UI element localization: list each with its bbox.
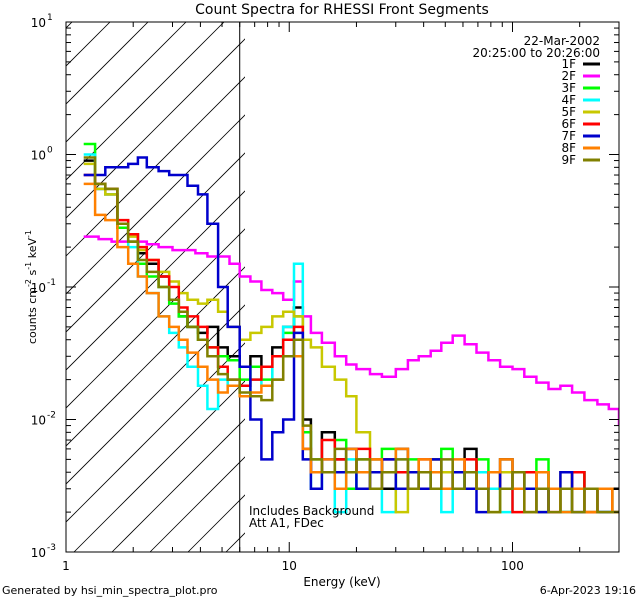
y-tick-label: 10 xyxy=(31,16,46,30)
legend-label-4F: 4F xyxy=(561,93,576,107)
x-tick-label: 100 xyxy=(501,559,524,573)
chart-title: Count Spectra for RHESSI Front Segments xyxy=(195,2,489,18)
legend-label-8F: 8F xyxy=(561,141,576,155)
time-range-label: 20:25:00 to 20:26:00 xyxy=(473,46,600,60)
y-tick-exponent: -3 xyxy=(47,543,56,553)
annotation-line-1: Includes Background xyxy=(249,504,374,518)
y-tick-label: 10 xyxy=(31,546,46,560)
hatch-line xyxy=(66,22,149,105)
y-tick-label: 10 xyxy=(31,281,46,295)
legend-label-6F: 6F xyxy=(561,117,576,131)
hatch-line xyxy=(66,190,245,371)
series-line-2F xyxy=(83,235,619,426)
series-line-9F xyxy=(83,156,619,514)
hatch-line xyxy=(66,304,245,485)
legend-label-9F: 9F xyxy=(561,153,576,167)
hatch-line xyxy=(66,22,225,181)
legend-label-3F: 3F xyxy=(561,81,576,95)
hatch-line xyxy=(66,228,245,409)
y-label-text-1: counts cm xyxy=(26,287,39,344)
y-tick-exponent: 0 xyxy=(47,146,53,156)
y-label-text-2: s xyxy=(26,269,39,278)
hatch-line xyxy=(66,22,111,67)
y-tick-exponent: -2 xyxy=(47,411,56,421)
x-tick-label: 10 xyxy=(282,559,297,573)
y-label-exp-1: -2 xyxy=(24,279,33,287)
hatch-line xyxy=(66,342,245,523)
y-label-exp-2: -1 xyxy=(24,262,33,270)
hatch-line xyxy=(66,38,245,219)
y-tick-exponent: -1 xyxy=(47,278,56,288)
timestamp-label: 6-Apr-2023 19:16 xyxy=(540,584,636,597)
legend-label-7F: 7F xyxy=(561,129,576,143)
y-label-text-3: keV xyxy=(26,238,39,262)
y-axis-label: counts cm-2 s-1 keV-1 xyxy=(24,230,39,344)
legend-label-1F: 1F xyxy=(561,57,576,71)
legend-label-5F: 5F xyxy=(561,105,576,119)
y-tick-exponent: 1 xyxy=(47,13,53,23)
hatch-line xyxy=(66,22,187,143)
hatch-line xyxy=(111,418,245,552)
hatch-line xyxy=(66,114,245,295)
hatch-line xyxy=(66,76,245,257)
y-tick-label: 10 xyxy=(31,149,46,163)
x-tick-label: 1 xyxy=(62,559,70,573)
series-group xyxy=(83,142,619,514)
y-label-exp-3: -1 xyxy=(24,230,33,238)
y-tick-label: 10 xyxy=(31,414,46,428)
date-label: 22-Mar-2002 xyxy=(524,34,600,48)
generated-by-label: Generated by hsi_min_spectra_plot.pro xyxy=(2,584,218,597)
hatch-line xyxy=(73,380,245,552)
legend-label-2F: 2F xyxy=(561,69,576,83)
annotation-line-2: Att A1, FDec xyxy=(249,516,324,530)
x-axis-label: Energy (keV) xyxy=(303,575,380,589)
